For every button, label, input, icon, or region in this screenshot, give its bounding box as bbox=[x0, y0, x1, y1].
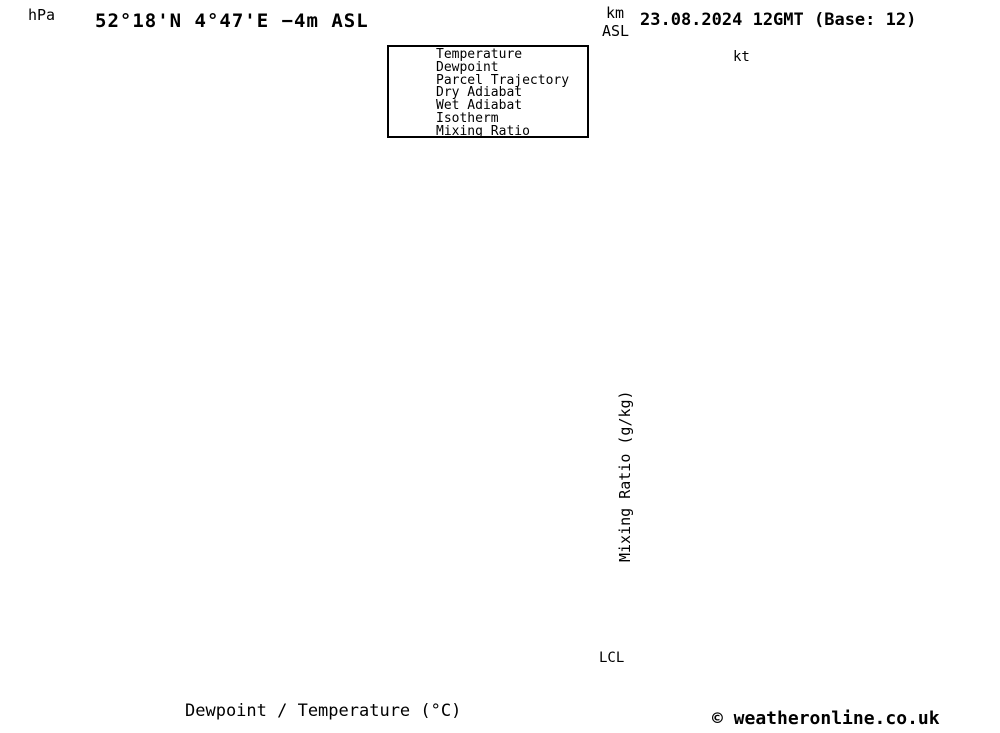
legend-label: Dewpoint bbox=[436, 59, 499, 75]
legend-item-temperature: Temperature bbox=[393, 46, 587, 62]
altitude-unit-km-label: km bbox=[606, 4, 625, 22]
credit-watermark: © weatheronline.co.uk bbox=[712, 708, 940, 729]
legend-item-mixing-ratio: Mixing Ratio bbox=[393, 123, 587, 139]
legend-item-isotherm: Isotherm bbox=[393, 110, 587, 126]
legend-label: Dry Adiabat bbox=[436, 85, 523, 101]
legend: Temperature Dewpoint Parcel Trajectory D… bbox=[387, 45, 589, 139]
legend-item-dry-adiabat: Dry Adiabat bbox=[393, 85, 587, 101]
pressure-unit-label: hPa bbox=[28, 6, 56, 24]
hodograph-unit-label: kt bbox=[733, 49, 750, 65]
legend-label: Isotherm bbox=[436, 110, 499, 126]
legend-label: Temperature bbox=[436, 46, 523, 62]
altitude-unit-asl-label: ASL bbox=[602, 22, 630, 40]
legend-label: Mixing Ratio bbox=[436, 123, 530, 139]
legend-item-dewpoint: Dewpoint bbox=[393, 59, 587, 75]
lcl-label: LCL bbox=[599, 650, 625, 666]
mixing-ratio-axis-label: Mixing Ratio (g/kg) bbox=[616, 390, 634, 562]
legend-item-wet-adiabat: Wet Adiabat bbox=[393, 98, 587, 114]
datetime-label: 23.08.2024 12GMT (Base: 12) bbox=[640, 10, 917, 30]
page-title: 52°18'N 4°47'E −4m ASL bbox=[95, 10, 369, 32]
x-axis-title: Dewpoint / Temperature (°C) bbox=[185, 701, 462, 721]
legend-item-parcel: Parcel Trajectory bbox=[393, 72, 587, 88]
legend-label: Wet Adiabat bbox=[436, 98, 523, 114]
legend-label: Parcel Trajectory bbox=[436, 72, 570, 88]
